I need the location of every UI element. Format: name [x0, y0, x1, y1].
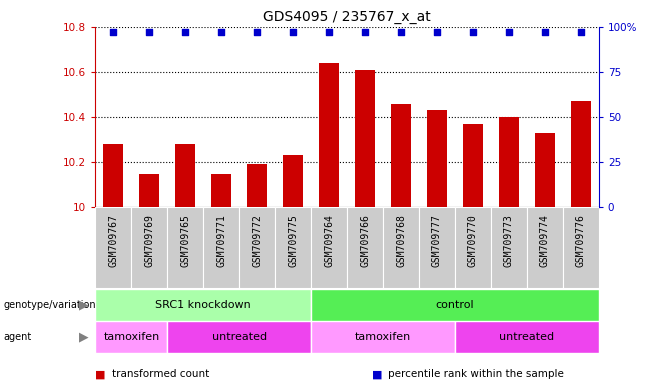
Bar [95, 289, 311, 321]
Text: ■: ■ [372, 369, 386, 379]
Bar [355, 70, 375, 207]
Bar [311, 321, 455, 353]
Bar [211, 174, 231, 207]
Text: percentile rank within the sample: percentile rank within the sample [388, 369, 564, 379]
Text: untreated: untreated [499, 332, 555, 342]
Text: agent: agent [3, 332, 32, 342]
Text: GSM709769: GSM709769 [144, 214, 155, 266]
Point [108, 29, 118, 35]
Text: untreated: untreated [212, 332, 266, 342]
Point [576, 29, 586, 35]
Point [180, 29, 191, 35]
Text: transformed count: transformed count [112, 369, 209, 379]
Bar [167, 207, 203, 288]
Text: ▶: ▶ [79, 330, 89, 343]
Text: GSM709771: GSM709771 [216, 214, 226, 266]
Bar [455, 207, 491, 288]
Point [144, 29, 155, 35]
Bar [391, 104, 411, 207]
Bar [455, 321, 599, 353]
Text: GSM709773: GSM709773 [504, 214, 514, 266]
Point [432, 29, 442, 35]
Point [216, 29, 226, 35]
Bar [535, 133, 555, 207]
Bar [167, 321, 311, 353]
Point [360, 29, 370, 35]
Bar [319, 63, 339, 207]
Point [288, 29, 299, 35]
Text: tamoxifen: tamoxifen [355, 332, 411, 342]
Bar [132, 207, 167, 288]
Bar [139, 174, 159, 207]
Bar [463, 124, 483, 207]
Text: GSM709766: GSM709766 [360, 214, 370, 266]
Text: ▶: ▶ [79, 298, 89, 311]
Bar [284, 156, 303, 207]
Bar [103, 144, 123, 207]
Bar [571, 101, 591, 207]
Text: GSM709777: GSM709777 [432, 214, 442, 266]
Bar [499, 117, 519, 207]
Text: GSM709774: GSM709774 [540, 214, 550, 266]
Text: GSM709764: GSM709764 [324, 214, 334, 266]
Text: GSM709767: GSM709767 [109, 214, 118, 266]
Point [395, 29, 406, 35]
Bar [275, 207, 311, 288]
Bar [383, 207, 419, 288]
Text: GSM709776: GSM709776 [576, 214, 586, 266]
Bar [527, 207, 563, 288]
Bar [203, 207, 240, 288]
Text: genotype/variation: genotype/variation [3, 300, 96, 310]
Point [540, 29, 550, 35]
Text: GSM709770: GSM709770 [468, 214, 478, 266]
Text: GSM709772: GSM709772 [252, 214, 262, 266]
Title: GDS4095 / 235767_x_at: GDS4095 / 235767_x_at [263, 10, 431, 25]
Bar [176, 144, 195, 207]
Bar [247, 164, 267, 207]
Point [252, 29, 263, 35]
Text: tamoxifen: tamoxifen [103, 332, 159, 342]
Bar [95, 321, 167, 353]
Point [324, 29, 334, 35]
Bar [95, 207, 132, 288]
Bar [419, 207, 455, 288]
Bar [491, 207, 527, 288]
Text: GSM709765: GSM709765 [180, 214, 190, 266]
Bar [347, 207, 383, 288]
Point [468, 29, 478, 35]
Bar [427, 110, 447, 207]
Text: GSM709768: GSM709768 [396, 214, 406, 266]
Bar [311, 207, 347, 288]
Point [503, 29, 514, 35]
Text: SRC1 knockdown: SRC1 knockdown [155, 300, 251, 310]
Text: ■: ■ [95, 369, 109, 379]
Text: GSM709775: GSM709775 [288, 214, 298, 266]
Text: control: control [436, 300, 474, 310]
Bar [563, 207, 599, 288]
Bar [240, 207, 275, 288]
Bar [311, 289, 599, 321]
